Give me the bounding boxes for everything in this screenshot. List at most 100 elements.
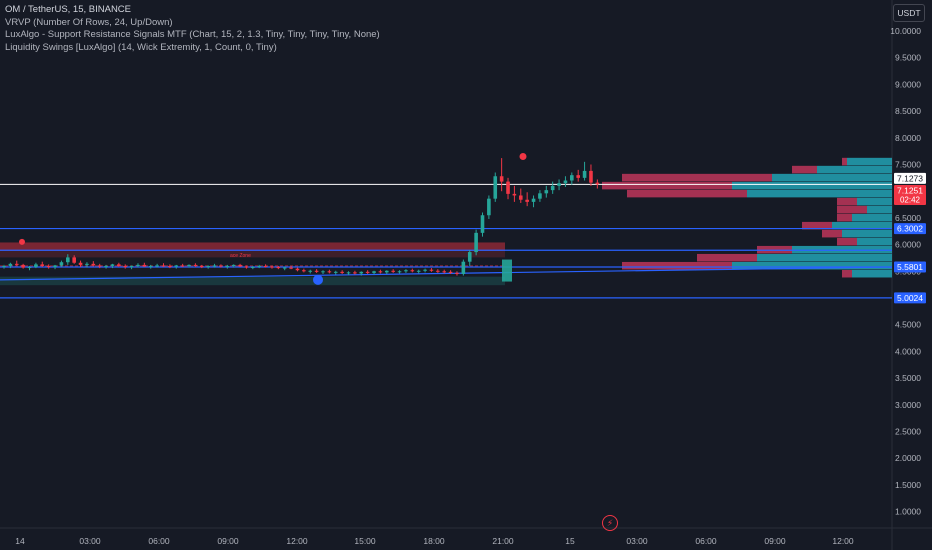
candle-body (40, 264, 45, 266)
volume-profile-down-bar (837, 237, 857, 246)
currency-button[interactable]: USDT (893, 4, 925, 22)
candle-body (378, 271, 383, 273)
price-tick-label: 8.5000 (895, 106, 921, 116)
candle-body (429, 269, 434, 271)
price-label-box (894, 185, 926, 206)
candle-body (212, 265, 217, 267)
candle-body (104, 265, 108, 267)
swing-low-marker (313, 274, 323, 285)
time-tick-label: 21:00 (492, 536, 514, 546)
time-tick-label: 03:00 (79, 536, 101, 546)
price-label-box (894, 172, 926, 184)
candle-body (404, 270, 408, 272)
candle-body (365, 271, 370, 273)
candle-body (142, 264, 147, 267)
candle-body (359, 271, 364, 274)
candle-body (487, 198, 491, 216)
candle-body (174, 265, 179, 267)
candle-body (563, 180, 568, 184)
volume-profile-up-bar (867, 205, 892, 214)
candle-body (289, 267, 293, 269)
candle-body (206, 265, 210, 268)
candle-body (321, 271, 325, 273)
volume-profile-up-bar (757, 253, 892, 262)
candle-body (595, 182, 600, 185)
candle-body (72, 257, 76, 263)
candle-body (499, 176, 504, 182)
candle-body (276, 267, 281, 269)
candle-body (117, 264, 121, 266)
zone-label: ace Zone (230, 253, 251, 259)
time-tick-label: 09:00 (764, 536, 786, 546)
candle-body (34, 264, 38, 268)
candle-body (576, 175, 580, 178)
candle-body (257, 265, 261, 268)
volume-profile-down-bar (837, 205, 867, 214)
indicator-support-resistance[interactable]: LuxAlgo - Support Resistance Signals MTF… (5, 29, 380, 40)
time-axis[interactable]: 14 03:00 06:00 09:00 12:00 15:00 18:00 21:00 15 0… (15, 536, 854, 546)
time-tick-label: 06:00 (148, 536, 170, 546)
buy-signal-marker (502, 259, 512, 282)
indicator-liquidity-swings[interactable]: Liquidity Swings [LuxAlgo] (14, Wick Ext… (5, 41, 277, 53)
candle-body (148, 265, 153, 267)
volume-profile-up-bar (732, 261, 892, 270)
volume-profile-down-bar (627, 189, 747, 198)
price-tick-label: 9.0000 (895, 79, 921, 89)
volume-profile-up-bar (847, 157, 892, 166)
volume-profile-down-bar (622, 261, 732, 270)
price-label-box (894, 223, 926, 235)
candle-body (474, 232, 478, 253)
candle-body (531, 198, 536, 202)
price-tick-label: 4.5000 (895, 320, 921, 330)
symbol-title[interactable]: OM / TetherUS, 15, BINANCE (5, 4, 132, 15)
price-label-text: 5.0024 (897, 293, 923, 303)
volume-profile-down-bar (842, 269, 852, 278)
volume-profile-down-bar (822, 229, 842, 238)
price-tick-label: 2.0000 (895, 453, 921, 463)
candle-body (85, 263, 89, 265)
candle-body (442, 271, 447, 273)
volume-profile-down-bar (802, 221, 832, 230)
swing-high-marker (519, 152, 527, 160)
price-label-box (894, 292, 926, 304)
price-tick-label: 1.0000 (895, 507, 921, 517)
volume-profile-down-bar (837, 197, 857, 206)
candle-body (570, 175, 574, 181)
candle-body (493, 176, 498, 199)
trend-line (0, 266, 893, 281)
candle-body (340, 271, 344, 273)
candle-body (180, 265, 185, 267)
price-label-box (894, 261, 926, 273)
volume-profile-up-bar (857, 237, 892, 246)
candle-body (589, 170, 593, 183)
candle-body (448, 271, 453, 273)
candle-body (251, 267, 255, 269)
time-tick-label: 18:00 (423, 536, 445, 546)
candle-body (123, 265, 128, 268)
resistance-zone (0, 242, 505, 252)
candle-body (436, 270, 440, 272)
candlestick-series (2, 152, 600, 285)
price-tick-label: 6.0000 (895, 240, 921, 250)
candle-body (353, 272, 357, 274)
indicator-vrvp[interactable]: VRVP (Number Of Rows, 24, Up/Down) (5, 16, 173, 28)
price-label-text: 6.3002 (897, 224, 923, 234)
candle-body (53, 265, 57, 268)
volume-profile-down-bar (842, 157, 847, 166)
candle-body (238, 264, 242, 267)
candle-body (97, 265, 102, 267)
candle-body (282, 267, 287, 269)
volume-profile-up-bar (852, 269, 892, 278)
volume-profile-down-bar (837, 213, 852, 222)
candle-body (410, 270, 415, 272)
price-label-text: 7.1273 (897, 173, 923, 183)
candle-body (231, 264, 236, 266)
price-label-text: 5.5801 (897, 262, 923, 272)
candle-body (27, 267, 32, 269)
lightning-icon[interactable]: ⚡ (602, 515, 618, 531)
candle-body (193, 264, 198, 266)
support-zone (0, 276, 505, 286)
candle-body (327, 271, 332, 273)
